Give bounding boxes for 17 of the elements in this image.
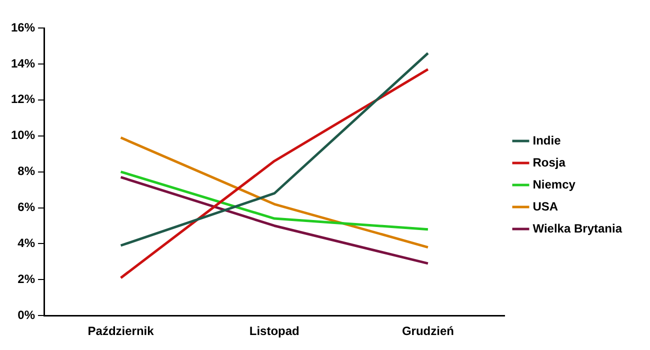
y-tick-label: 4% <box>18 236 36 250</box>
y-tick-label: 2% <box>18 272 36 286</box>
y-tick-label: 0% <box>18 308 36 322</box>
y-tick-label: 16% <box>10 20 36 34</box>
x-tick-label: Grudzień <box>402 324 454 338</box>
legend-label: Rosja <box>532 155 566 170</box>
y-tick-label: 6% <box>18 200 36 214</box>
x-tick-label: Październik <box>88 324 154 338</box>
y-tick-label: 10% <box>10 128 36 142</box>
x-tick-label: Listopad <box>249 324 300 338</box>
y-tick-label: 12% <box>10 92 36 106</box>
y-tick-label: 8% <box>18 164 36 178</box>
legend-label: USA <box>532 199 558 214</box>
legend-label: Niemcy <box>532 177 576 192</box>
y-tick-label: 14% <box>10 56 36 70</box>
legend-label: Indie <box>532 133 562 148</box>
legend-label: Wielka Brytania <box>532 221 622 236</box>
